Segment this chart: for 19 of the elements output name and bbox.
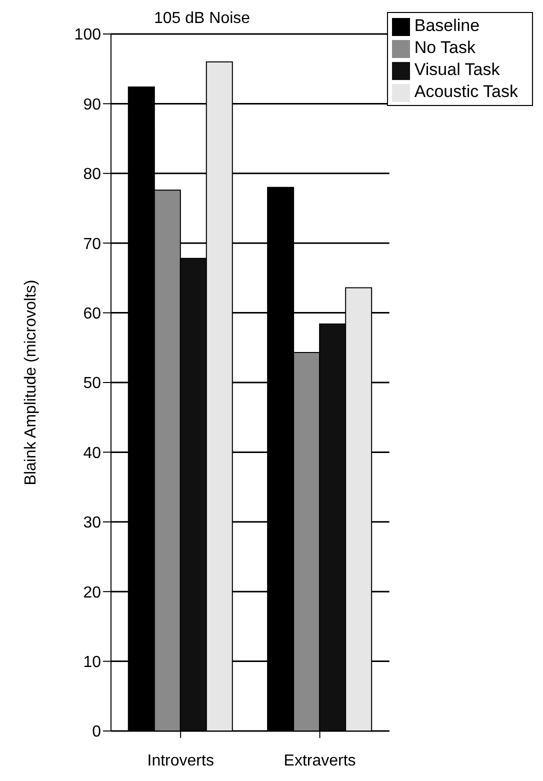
y-tick-label: 100 xyxy=(74,26,102,44)
legend-label: No Task xyxy=(414,38,476,57)
legend-label: Acoustic Task xyxy=(414,82,518,101)
x-tick-label: Introverts xyxy=(147,752,214,770)
y-tick-label: 60 xyxy=(83,305,102,322)
y-axis-title: Blaink Amplitude (microvolts) xyxy=(22,280,40,486)
y-tick-label: 70 xyxy=(83,236,102,253)
y-tick-label: 40 xyxy=(83,444,102,462)
y-tick-label: 30 xyxy=(83,514,102,532)
x-tick-label: Extraverts xyxy=(284,752,356,770)
y-tick-label: 50 xyxy=(83,375,102,392)
y-tick-label: 10 xyxy=(83,654,102,671)
legend-label: Baseline xyxy=(414,16,480,35)
legend-label: Visual Task xyxy=(414,60,500,79)
chart-title: 105 dB Noise xyxy=(154,10,250,28)
y-tick-label: 90 xyxy=(83,96,102,114)
y-tick-label: 0 xyxy=(92,724,102,741)
y-tick-label: 20 xyxy=(83,584,102,602)
y-tick-label: 80 xyxy=(83,166,102,184)
